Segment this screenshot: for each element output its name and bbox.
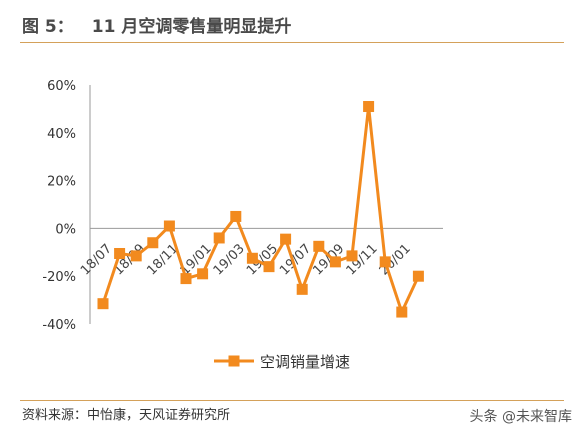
data-point <box>230 210 242 222</box>
title-rule <box>20 42 564 43</box>
legend: 空调销量增速 <box>214 353 350 371</box>
y-tick-label: -40% <box>42 318 76 333</box>
line-chart: 60% 40% 20% 0% -20% -40% 18/0718/0918/1119/01… <box>42 79 443 371</box>
y-axis-ticks: 60% 40% 20% 0% -20% -40% <box>42 79 76 333</box>
data-point <box>263 261 275 273</box>
data-point <box>147 237 159 249</box>
data-point <box>197 268 209 280</box>
data-point <box>213 232 225 244</box>
y-tick-label: 0% <box>55 222 76 237</box>
data-point <box>379 256 391 268</box>
data-point <box>329 256 341 268</box>
data-point <box>296 283 308 295</box>
x-tick-label: 18/07 <box>78 241 115 278</box>
legend-marker <box>228 355 240 367</box>
source-rule <box>20 400 564 401</box>
data-point <box>412 270 424 282</box>
source-note: 资料来源：中怡康，天风证券研究所 <box>22 408 231 423</box>
data-point <box>363 101 375 113</box>
data-point <box>130 250 142 262</box>
data-point <box>246 252 258 264</box>
data-point <box>163 220 175 232</box>
watermark: 头条 @未来智库 <box>469 409 572 425</box>
data-point <box>346 250 358 262</box>
y-tick-label: 60% <box>47 79 76 94</box>
y-tick-label: -20% <box>42 270 76 285</box>
data-point <box>280 233 292 245</box>
data-point <box>114 247 126 259</box>
legend-label: 空调销量增速 <box>260 353 350 371</box>
series-line <box>101 105 420 314</box>
figure-title: 图 5： 11 月空调零售量明显提升 <box>22 12 291 37</box>
y-tick-label: 40% <box>47 127 76 142</box>
series-points <box>97 101 424 318</box>
data-point <box>396 306 408 318</box>
x-axis-ticks: 18/0718/0918/1119/0119/0319/0519/0719/09… <box>78 241 414 278</box>
figure-title-text: 11 月空调零售量明显提升 <box>91 17 292 37</box>
data-point <box>97 298 109 310</box>
y-tick-label: 20% <box>47 175 76 190</box>
data-point <box>313 240 325 252</box>
figure-number: 图 5： <box>22 17 74 37</box>
data-point <box>180 273 192 285</box>
